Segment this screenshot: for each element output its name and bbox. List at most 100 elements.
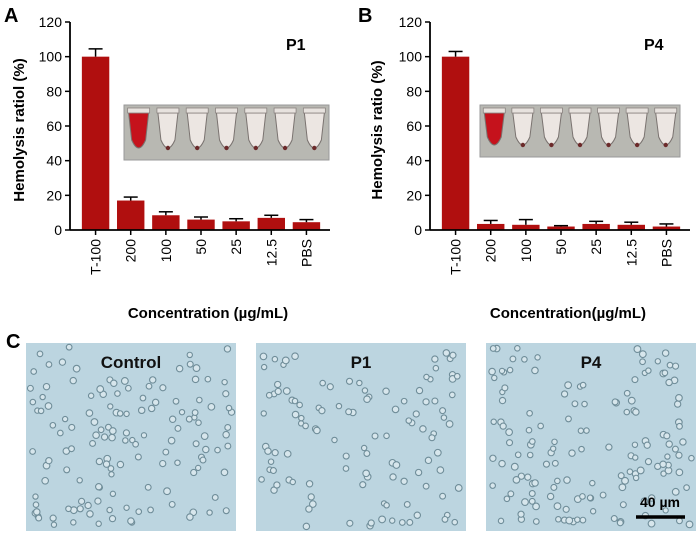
cell	[260, 410, 267, 417]
cell	[579, 381, 587, 389]
cell	[537, 422, 544, 430]
cell	[490, 418, 497, 426]
cell	[555, 516, 562, 523]
tube-cap	[597, 107, 620, 114]
x-axis-title: Concentration(µg/mL)	[490, 305, 646, 322]
bar	[152, 215, 180, 230]
bar	[547, 226, 575, 230]
cell	[363, 450, 371, 457]
y-tick-label: 60	[406, 118, 422, 134]
bars	[441, 50, 681, 230]
cell	[191, 409, 199, 416]
cell	[498, 396, 507, 405]
cell	[135, 508, 143, 515]
cell	[415, 386, 424, 395]
cell	[532, 502, 540, 511]
cell	[174, 424, 182, 432]
cell	[302, 522, 311, 531]
bar	[222, 221, 250, 230]
cell	[211, 494, 219, 501]
cell	[623, 408, 631, 416]
cell	[503, 495, 511, 503]
cell	[525, 426, 533, 434]
cell	[361, 387, 369, 394]
y-tick-label: 40	[406, 153, 422, 169]
cell	[102, 460, 111, 468]
cell	[542, 460, 551, 468]
cell	[116, 460, 125, 469]
x-tick-label: 50	[553, 239, 569, 255]
cell	[186, 513, 194, 521]
cell	[95, 457, 104, 466]
cell	[491, 374, 498, 382]
cell	[168, 500, 176, 508]
cell	[147, 404, 156, 413]
cell	[362, 469, 370, 478]
cell	[550, 483, 558, 491]
micrograph-label: P1	[351, 353, 372, 372]
y-tick-label: 20	[406, 187, 422, 203]
x-tick-label: 100	[518, 239, 534, 263]
cell	[92, 431, 100, 440]
cell	[661, 349, 670, 357]
pellet	[606, 142, 611, 148]
cell	[623, 389, 631, 397]
cell	[618, 483, 627, 492]
tube-cap	[568, 107, 592, 114]
cell	[517, 472, 526, 480]
hemolysis-chart-p4: Hemolysis ratio (%) Concentration(µg/mL)…	[369, 14, 690, 322]
cell	[305, 505, 313, 513]
cell	[526, 451, 534, 459]
panel-label-b: B	[358, 5, 372, 27]
cell	[86, 510, 94, 518]
cell	[521, 498, 529, 506]
cell	[632, 474, 640, 482]
cell	[196, 396, 203, 404]
cell	[168, 415, 177, 423]
cell	[419, 425, 427, 433]
cell	[662, 507, 669, 514]
cell	[439, 492, 447, 500]
y-tick-label: 120	[399, 14, 423, 30]
cell	[665, 440, 673, 448]
cell	[568, 449, 576, 457]
cell	[85, 409, 94, 417]
cell	[95, 482, 103, 491]
cell	[109, 490, 117, 498]
cell	[78, 497, 86, 505]
cell	[654, 358, 662, 365]
cell	[676, 422, 683, 430]
x-tick-label: 50	[193, 239, 209, 255]
cell	[63, 466, 71, 474]
cell	[445, 420, 454, 428]
cell	[554, 477, 561, 485]
cell	[489, 345, 497, 352]
bar	[187, 219, 215, 230]
cell	[129, 436, 136, 444]
cell	[560, 390, 569, 398]
cell	[571, 400, 579, 408]
cell	[363, 395, 371, 404]
cell	[551, 438, 558, 446]
cell	[298, 414, 305, 422]
bar	[617, 224, 645, 230]
cell	[367, 519, 375, 527]
cell	[414, 468, 423, 477]
cell	[489, 454, 497, 462]
cell	[120, 377, 129, 385]
cell	[562, 505, 570, 513]
cell	[114, 390, 121, 397]
cell	[345, 408, 353, 416]
cell	[220, 468, 229, 477]
cell	[222, 507, 230, 515]
cell	[95, 520, 102, 527]
cell	[224, 442, 232, 450]
x-tick-label: 25	[588, 239, 604, 255]
y-axis-title: Hemolysis ratio (%)	[369, 60, 386, 199]
cell	[106, 506, 113, 514]
cell	[643, 441, 651, 449]
bars	[81, 48, 321, 230]
cell	[271, 449, 279, 457]
cell	[631, 441, 639, 449]
cell	[453, 372, 461, 380]
